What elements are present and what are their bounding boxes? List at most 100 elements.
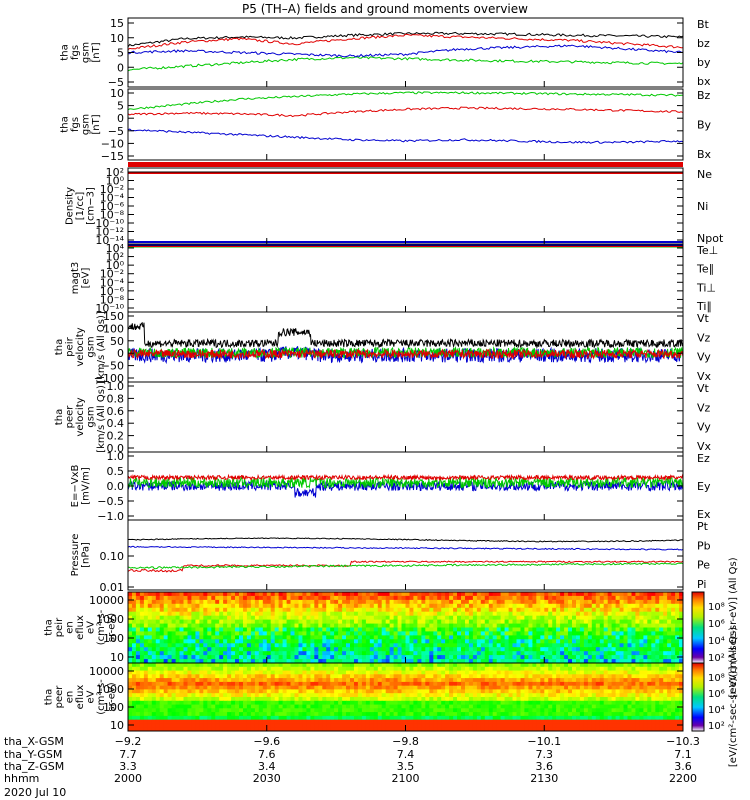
heatmap-cell	[314, 627, 319, 632]
heatmap-cell	[167, 615, 173, 621]
heatmap-cell	[250, 655, 256, 660]
heatmap-cell	[223, 678, 228, 683]
heatmap-cell	[488, 635, 494, 640]
heatmap-cell	[476, 643, 482, 648]
heatmap-cell	[135, 715, 141, 721]
heatmap-cell	[314, 592, 319, 597]
legend-entry: Vy	[697, 351, 711, 364]
heatmap-cell	[203, 719, 208, 725]
heatmap-cell	[365, 635, 371, 640]
heatmap-cell	[199, 643, 204, 648]
heatmap-cell	[274, 599, 280, 605]
heatmap-cell	[219, 611, 224, 617]
heatmap-cell	[615, 708, 621, 713]
heatmap-cell	[207, 627, 212, 632]
heatmap-cell	[250, 681, 256, 687]
heatmap-cell	[465, 704, 470, 709]
heatmap-cell	[361, 635, 367, 640]
heatmap-cell	[461, 607, 466, 613]
heatmap-cell	[262, 708, 268, 713]
heatmap-cell	[302, 651, 307, 656]
heatmap-cell	[548, 639, 553, 644]
heatmap-cell	[429, 715, 434, 721]
heatmap-cell	[294, 635, 300, 640]
heatmap-cell	[282, 670, 288, 675]
heatmap-cell	[504, 666, 510, 672]
heatmap-cell	[223, 674, 228, 679]
heatmap-cell	[365, 689, 371, 694]
heatmap-cell	[377, 697, 383, 702]
heatmap-cell	[472, 689, 478, 694]
heatmap-cell	[235, 599, 240, 605]
heatmap-cell	[579, 635, 585, 640]
heatmap-cell	[330, 592, 335, 597]
heatmap-cell	[465, 615, 470, 621]
heatmap-cell	[139, 599, 145, 605]
heatmap-cell	[128, 659, 133, 663]
heatmap-cell	[492, 627, 498, 632]
heatmap-cell	[302, 631, 307, 636]
y-axis-label-line: gsm	[86, 406, 97, 427]
heatmap-cell	[211, 663, 216, 668]
heatmap-cell	[667, 697, 672, 702]
heatmap-cell	[254, 678, 260, 683]
heatmap-cell	[647, 715, 652, 721]
heatmap-cell	[254, 603, 260, 609]
heatmap-cell	[576, 607, 581, 613]
heatmap-cell	[647, 619, 652, 625]
heatmap-cell	[203, 700, 208, 706]
heatmap-cell	[492, 595, 498, 601]
heatmap-cell	[377, 603, 383, 609]
heatmap-cell	[544, 689, 549, 694]
heatmap-cell	[278, 700, 284, 706]
heatmap-cell	[155, 603, 161, 609]
heatmap-cell	[643, 615, 648, 621]
heatmap-cell	[651, 704, 656, 709]
heatmap-cell	[298, 678, 304, 683]
heatmap-cell	[635, 712, 640, 717]
heatmap-cell	[128, 697, 133, 702]
heatmap-cell	[453, 635, 458, 640]
heatmap-cell	[191, 623, 196, 629]
heatmap-cell	[377, 715, 383, 721]
heatmap-cell	[401, 670, 407, 675]
heatmap-cell	[457, 685, 462, 691]
heatmap-cell	[591, 631, 597, 636]
heatmap-cell	[143, 603, 149, 609]
heatmap-cell	[496, 655, 502, 660]
heatmap-cell	[231, 639, 236, 644]
heatmap-cell	[457, 615, 462, 621]
heatmap-cell	[159, 697, 165, 702]
heatmap-cell	[239, 697, 244, 702]
heatmap-cell	[211, 619, 216, 625]
heatmap-cell	[429, 712, 434, 717]
heatmap-cell	[223, 647, 228, 652]
heatmap-cell	[294, 663, 300, 668]
heatmap-cell	[528, 712, 533, 717]
heatmap-cell	[623, 607, 629, 613]
y-axis-label-line: peir	[54, 617, 65, 637]
heatmap-cell	[671, 681, 676, 687]
y-tick-label: 10⁻⁸	[100, 293, 125, 306]
heatmap-cell	[322, 611, 327, 617]
heatmap-cell	[607, 611, 613, 617]
heatmap-cell	[437, 595, 442, 601]
heatmap-cell	[219, 719, 224, 725]
heatmap-cell	[286, 693, 292, 698]
heatmap-cell	[417, 697, 422, 702]
heatmap-cell	[322, 631, 327, 636]
heatmap-cell	[405, 599, 411, 605]
y-tick-label: −15	[101, 150, 124, 163]
heatmap-cell	[389, 670, 395, 675]
heatmap-cell	[187, 674, 193, 679]
heatmap-cell	[151, 599, 157, 605]
heatmap-cell	[667, 659, 672, 663]
heatmap-cell	[322, 685, 327, 691]
heatmap-cell	[528, 685, 533, 691]
heatmap-cell	[346, 678, 351, 683]
heatmap-cell	[199, 603, 204, 609]
heatmap-cell	[476, 681, 482, 687]
heatmap-cell	[135, 719, 141, 725]
heatmap-cell	[310, 659, 315, 663]
heatmap-cell	[603, 643, 609, 648]
